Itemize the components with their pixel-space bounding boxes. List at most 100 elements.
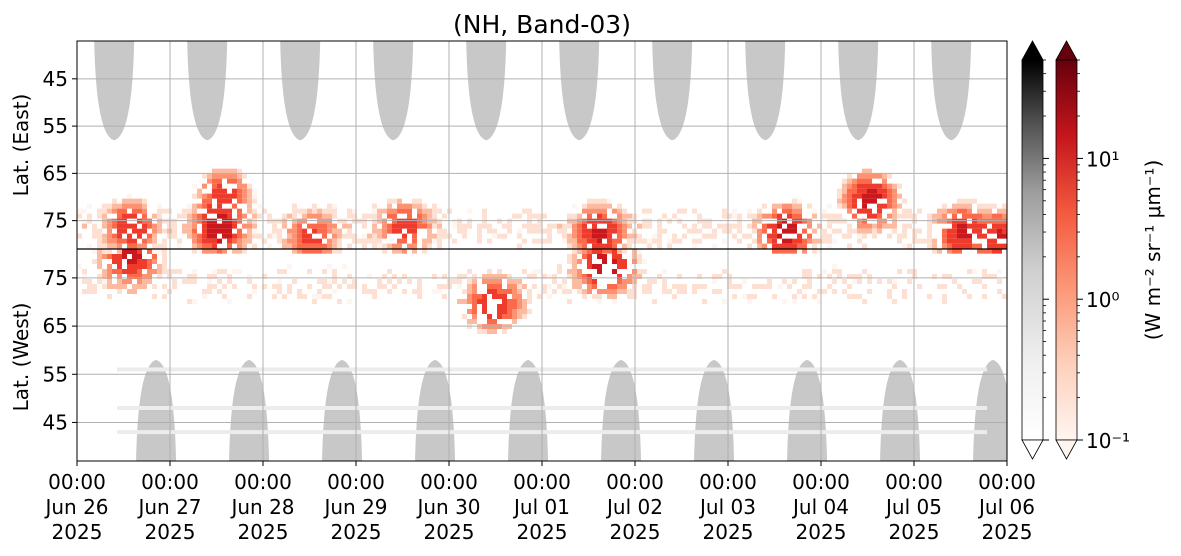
heatmap-cell bbox=[792, 238, 797, 244]
y-tick-label: 45 bbox=[43, 410, 68, 434]
heatmap-cell bbox=[872, 193, 877, 199]
night-region-east bbox=[466, 41, 507, 141]
heatmap-cell bbox=[322, 248, 327, 254]
heatmap-cell bbox=[227, 299, 232, 304]
heatmap-cell bbox=[472, 274, 477, 279]
night-region-west bbox=[508, 359, 549, 461]
heatmap-cell bbox=[132, 259, 137, 264]
heatmap-cell bbox=[507, 299, 512, 304]
heatmap-cell bbox=[672, 284, 677, 289]
heatmap-cell bbox=[397, 208, 402, 214]
heatmap-cell bbox=[82, 208, 87, 214]
heatmap-cell bbox=[572, 238, 577, 244]
heatmap-cell bbox=[227, 228, 232, 234]
heatmap-cell bbox=[767, 238, 772, 244]
heatmap-cell bbox=[782, 238, 787, 244]
heatmap-cell bbox=[252, 289, 257, 294]
heatmap-cell bbox=[192, 274, 197, 279]
heatmap-cell bbox=[317, 279, 322, 284]
heatmap-cell bbox=[247, 228, 252, 234]
heatmap-cell bbox=[347, 284, 352, 289]
heatmap-cell bbox=[512, 299, 517, 304]
heatmap-cell bbox=[617, 203, 622, 209]
heatmap-cell bbox=[817, 223, 822, 229]
heatmap-cell bbox=[792, 248, 797, 254]
heatmap-cell bbox=[397, 238, 402, 244]
heatmap-cell bbox=[782, 243, 787, 249]
heatmap-cell bbox=[952, 223, 957, 229]
heatmap-cell bbox=[207, 228, 212, 234]
night-region-east bbox=[652, 41, 693, 141]
heatmap-cell bbox=[932, 248, 937, 254]
heatmap-cell bbox=[882, 193, 887, 199]
heatmap-cell bbox=[387, 289, 392, 294]
heatmap-cell bbox=[952, 243, 957, 249]
heatmap-cell bbox=[892, 228, 897, 234]
heatmap-cell bbox=[142, 208, 147, 214]
heatmap-cell bbox=[327, 213, 332, 219]
heatmap-cell bbox=[312, 208, 317, 214]
x-tick-label: 00:00 bbox=[978, 470, 1036, 494]
heatmap-cell bbox=[792, 294, 797, 299]
heatmap-cell bbox=[292, 213, 297, 219]
heatmap-cell bbox=[962, 289, 967, 294]
heatmap-cell bbox=[967, 198, 972, 204]
heatmap-cell bbox=[602, 289, 607, 294]
heatmap-cell bbox=[212, 228, 217, 234]
heatmap-cell bbox=[467, 299, 472, 304]
heatmap-cell bbox=[547, 284, 552, 289]
heatmap-cell bbox=[467, 284, 472, 289]
heatmap-cell bbox=[512, 294, 517, 299]
heatmap-cell bbox=[172, 233, 177, 239]
heatmap-cell bbox=[302, 238, 307, 244]
heatmap-cell bbox=[812, 294, 817, 299]
heatmap-cell bbox=[862, 168, 867, 174]
heatmap-cell bbox=[92, 223, 97, 229]
heatmap-cell bbox=[542, 284, 547, 289]
heatmap-cell bbox=[1002, 213, 1007, 219]
heatmap-cell bbox=[517, 279, 522, 284]
heatmap-cell bbox=[527, 299, 532, 304]
heatmap-cell bbox=[207, 248, 212, 254]
heatmap-cell bbox=[387, 269, 392, 274]
heatmap-cell bbox=[987, 203, 992, 209]
heatmap-cell bbox=[612, 284, 617, 289]
heatmap-cell bbox=[887, 183, 892, 189]
x-tick-label: 2025 bbox=[517, 520, 568, 544]
heatmap-cell bbox=[517, 243, 522, 249]
heatmap-cell bbox=[137, 249, 142, 254]
heatmap-cell bbox=[592, 223, 597, 229]
x-tick-label: 00:00 bbox=[792, 470, 850, 494]
heatmap-cell bbox=[917, 238, 922, 244]
heatmap-cell bbox=[382, 228, 387, 234]
heatmap-cell bbox=[627, 243, 632, 249]
heatmap-cell bbox=[552, 289, 557, 294]
heatmap-cell bbox=[527, 223, 532, 229]
heatmap-cell bbox=[77, 264, 82, 269]
x-tick-label: 00:00 bbox=[234, 470, 292, 494]
heatmap-cell bbox=[517, 304, 522, 309]
heatmap-cell bbox=[417, 279, 422, 284]
heatmap-cell bbox=[372, 208, 377, 214]
heatmap-cell bbox=[617, 248, 622, 254]
heatmap-cell bbox=[187, 233, 192, 239]
heatmap-cell bbox=[842, 183, 847, 189]
heatmap-cell bbox=[862, 178, 867, 184]
heatmap-cell bbox=[527, 208, 532, 214]
heatmap-cell bbox=[97, 208, 102, 214]
heatmap-cell bbox=[202, 294, 207, 299]
heatmap-cell bbox=[327, 294, 332, 299]
heatmap-cell bbox=[292, 233, 297, 239]
heatmap-cell bbox=[967, 294, 972, 299]
heatmap-cell bbox=[732, 284, 737, 289]
heatmap-cell bbox=[287, 238, 292, 244]
heatmap-cell bbox=[767, 233, 772, 239]
heatmap-cell bbox=[682, 284, 687, 289]
heatmap-cell bbox=[867, 223, 872, 229]
heatmap-cell bbox=[537, 269, 542, 274]
heatmap-cell bbox=[247, 238, 252, 244]
heatmap-cell bbox=[637, 259, 642, 264]
heatmap-cell bbox=[102, 248, 107, 254]
heatmap-cell bbox=[237, 168, 242, 174]
heatmap-cell bbox=[292, 279, 297, 284]
